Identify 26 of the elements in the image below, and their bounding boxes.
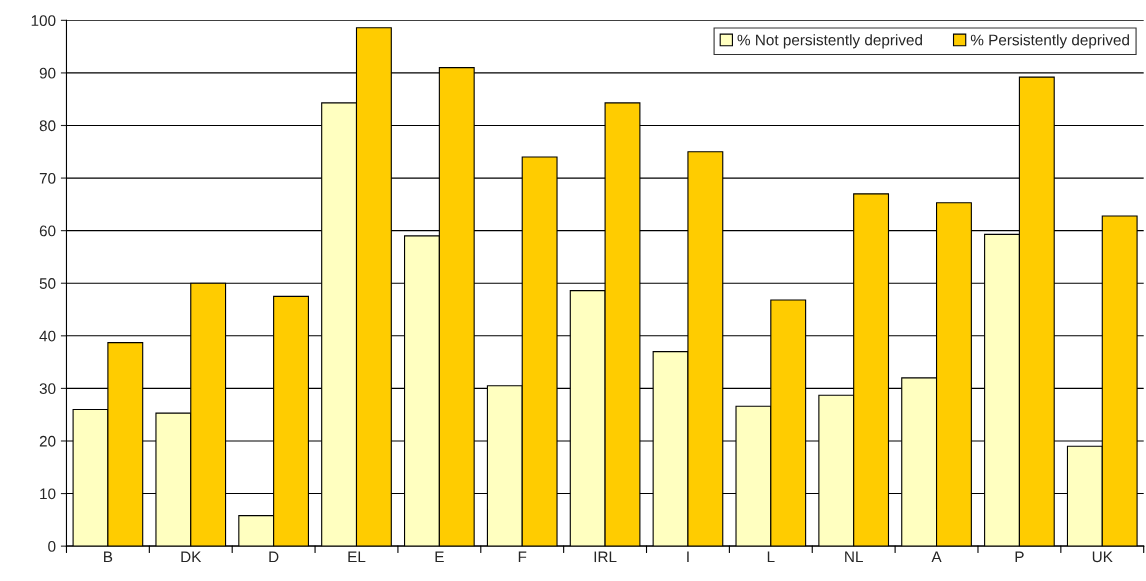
- y-tick-label: 100: [31, 15, 56, 27]
- y-tick-label: 0: [48, 541, 56, 552]
- x-tick-label: P: [1015, 551, 1024, 563]
- x-tick-label: EL: [348, 551, 366, 563]
- y-tick-label: 70: [39, 172, 56, 184]
- y-tick-label: 30: [39, 383, 56, 395]
- y-tick-label: 10: [40, 488, 56, 500]
- x-tick-label: I: [687, 551, 689, 563]
- legend-label: % Persistently deprived: [970, 34, 1129, 49]
- x-tick-label: IRL: [594, 551, 617, 563]
- x-tick-label: E: [435, 551, 444, 563]
- x-tick-label: NL: [845, 551, 863, 563]
- y-tick-label: 60: [39, 225, 56, 237]
- y-tick-label: 20: [39, 435, 56, 447]
- y-tick-label: 40: [39, 330, 56, 342]
- y-tick-label: 80: [39, 120, 56, 132]
- legend-label: % Not persistently deprived: [737, 34, 922, 49]
- y-tick-label: 90: [39, 67, 56, 79]
- x-tick-label: D: [269, 551, 279, 563]
- x-tick-label: DK: [181, 551, 202, 563]
- x-tick-label: F: [518, 551, 527, 563]
- x-tick-label: L: [767, 551, 775, 563]
- y-tick-label: 50: [39, 278, 56, 289]
- x-tick-label: UK: [1092, 551, 1113, 563]
- x-tick-label: A: [931, 551, 942, 563]
- x-tick-label: B: [104, 551, 113, 563]
